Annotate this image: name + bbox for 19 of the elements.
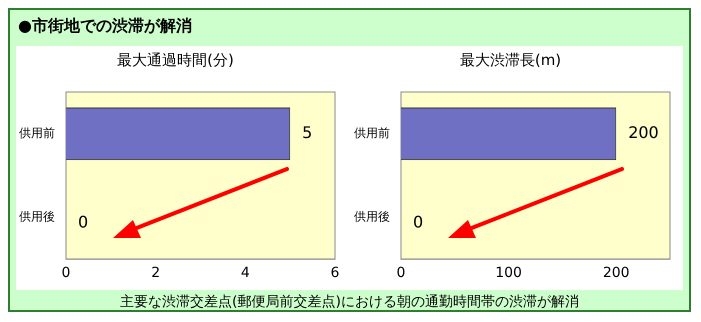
chart-title: 最大渋滞長(m) — [460, 50, 562, 69]
x-tick-label: 6 — [330, 265, 340, 282]
x-tick-label: 2 — [151, 265, 160, 282]
data-label: 0 — [78, 212, 88, 232]
text: 主要な渋滞交差点(郵便局前交差点)における朝の通勤時間帯の渋滞が解消 — [120, 294, 579, 310]
y-tick-label: 供用後 — [19, 210, 55, 224]
data-label: 0 — [413, 212, 424, 232]
data-label: 5 — [302, 122, 312, 142]
x-tick-label: 4 — [240, 265, 250, 282]
y-tick-label: 供用後 — [354, 210, 390, 224]
y-tick-label: 供用前 — [354, 126, 390, 140]
x-tick-label: 200 — [602, 265, 630, 282]
x-tick-label: 0 — [62, 265, 70, 282]
x-tick-label: 0 — [396, 265, 406, 282]
chart-title: 最大通過時間(分) — [117, 50, 234, 69]
y-tick-label: 供用前 — [19, 126, 55, 140]
data-label: 200 — [628, 122, 659, 142]
x-tick-label: 100 — [495, 265, 522, 282]
text: ●市街地での渋滞が解消 — [18, 16, 192, 37]
